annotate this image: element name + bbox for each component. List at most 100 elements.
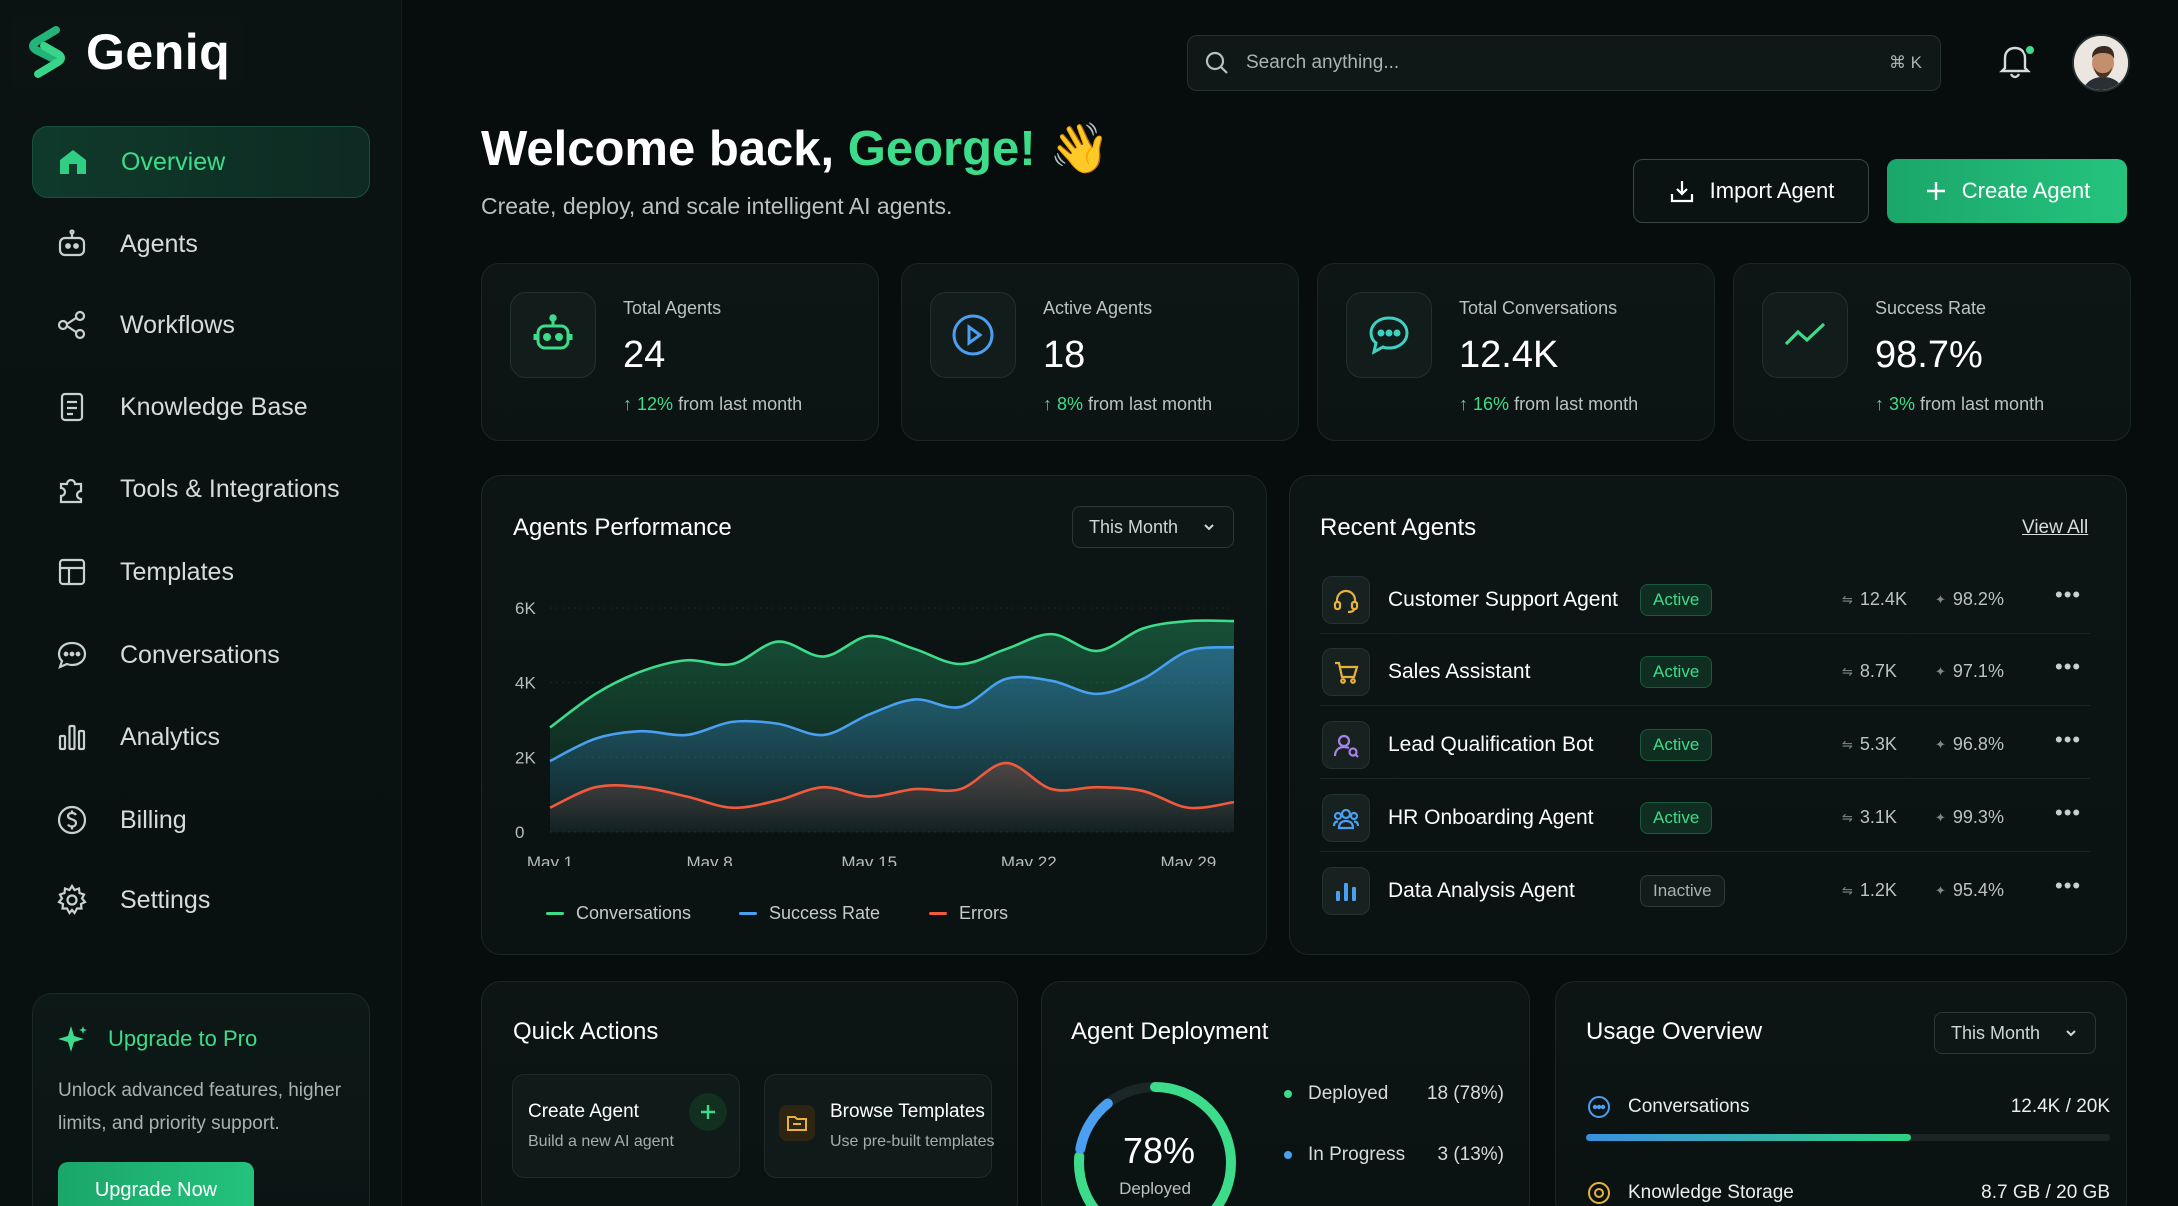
import-icon: [1670, 181, 1693, 203]
agent-conversations: ⇋ 1.2K: [1842, 880, 1897, 901]
agent-row[interactable]: Sales Assistant Active ⇋ 8.7K ✦ 97.1% •••: [1320, 634, 2090, 706]
sidebar-item-analytics[interactable]: Analytics: [32, 701, 370, 773]
series-success-rate-line: [549, 645, 1235, 763]
legend-swatch: [546, 912, 564, 915]
agent-success-rate: ✦ 99.3%: [1935, 807, 2004, 828]
workflow-icon: [54, 307, 90, 343]
conversations-value: 3.1K: [1859, 807, 1897, 827]
deployment-item-label: In Progress: [1308, 1144, 1406, 1165]
sidebar-item-agents[interactable]: Agents: [32, 208, 370, 280]
stat-delta-value: 3%: [1889, 394, 1916, 414]
view-all-link[interactable]: View All: [2022, 517, 2089, 538]
agent-name: Data Analysis Agent: [1388, 879, 1575, 902]
agent-success-rate: ✦ 95.4%: [1935, 880, 2004, 901]
usage-total: 20K: [2076, 1096, 2110, 1117]
puzzle-icon: [54, 471, 90, 507]
more-options-icon[interactable]: •••: [2055, 873, 2082, 898]
database-icon: [1588, 1182, 1610, 1204]
status-badge: Active: [1640, 656, 1713, 688]
agent-conversations: ⇋ 12.4K: [1842, 589, 1907, 610]
quick-actions-panel: Quick Actions Create Agent Build a new A…: [481, 981, 1018, 1206]
sidebar: Geniq Overview Agents Workflows Knowledg…: [0, 0, 402, 1206]
conversations-icon: ⇋: [1842, 809, 1853, 825]
sparkle-icon: [58, 1026, 87, 1052]
usage-label: Knowledge Storage: [1628, 1182, 1794, 1203]
robot-icon: [510, 292, 596, 378]
deployment-item-label: Deployed: [1308, 1083, 1389, 1104]
robot-icon: [54, 226, 90, 262]
create-agent-button[interactable]: Create Agent: [1887, 159, 2127, 223]
sidebar-item-workflows[interactable]: Workflows: [32, 289, 370, 361]
sidebar-item-label: Overview: [121, 147, 226, 176]
import-agent-button[interactable]: Import Agent: [1633, 159, 1869, 223]
stat-label: Active Agents: [1043, 298, 1153, 318]
donut-progress-arc: [1074, 1081, 1236, 1206]
deployment-item-in-progress: In Progress 3 (13%): [1284, 1144, 1504, 1166]
sidebar-item-conversations[interactable]: Conversations: [32, 619, 370, 691]
series-conversations-line: [549, 619, 1235, 729]
notifications-button[interactable]: [1996, 40, 2040, 86]
sidebar-item-billing[interactable]: Billing: [32, 784, 370, 856]
avatar[interactable]: [2072, 34, 2130, 92]
quick-action-browse-templates[interactable]: Browse Templates Use pre-built templates: [764, 1074, 995, 1178]
deployment-percent: 78%: [1123, 1130, 1196, 1171]
chat-dots-icon: [1588, 1096, 1610, 1118]
conversations-value: 8.7K: [1859, 661, 1897, 681]
usage-range-select[interactable]: This Month: [1934, 1012, 2096, 1054]
sidebar-item-overview[interactable]: Overview: [32, 126, 370, 198]
y-tick-label: 4K: [515, 674, 536, 693]
x-tick-label: May 29: [1161, 853, 1217, 866]
more-options-icon[interactable]: •••: [2055, 654, 2082, 679]
stat-delta-suffix: from last month: [678, 394, 803, 414]
agent-row[interactable]: HR Onboarding Agent Active ⇋ 3.1K ✦ 99.3% …: [1320, 780, 2090, 852]
status-dot: [1284, 1090, 1292, 1098]
sidebar-item-templates[interactable]: Templates: [32, 536, 370, 608]
sidebar-item-knowledge-base[interactable]: Knowledge Base: [32, 371, 370, 443]
more-options-icon[interactable]: •••: [2055, 800, 2082, 825]
rate-value: 98.2%: [1952, 589, 2004, 609]
upgrade-now-button[interactable]: Upgrade Now: [58, 1162, 254, 1206]
agent-row[interactable]: Customer Support Agent Active ⇋ 12.4K ✦ 98…: [1320, 562, 2090, 634]
legend-label: Errors: [959, 903, 1008, 923]
search-bar[interactable]: ⌘ K: [1187, 35, 1941, 91]
more-options-icon[interactable]: •••: [2055, 582, 2082, 607]
stat-delta: ↑ 8% from last month: [1043, 394, 1212, 415]
rate-icon: ✦: [1935, 882, 1946, 898]
usage-overview-panel: Usage Overview This Month Conversations …: [1555, 981, 2127, 1206]
users-icon: [1322, 794, 1370, 842]
range-label: This Month: [1089, 516, 1179, 537]
conversations-value: 1.2K: [1859, 880, 1897, 900]
sidebar-item-settings[interactable]: Settings: [32, 864, 370, 936]
rate-icon: ✦: [1935, 809, 1946, 825]
stat-card-total-conversations: Total Conversations 12.4K ↑ 16% from las…: [1317, 263, 1715, 441]
agent-row[interactable]: Data Analysis Agent Inactive ⇋ 1.2K ✦ 95.4…: [1320, 853, 2090, 925]
search-input[interactable]: [1246, 52, 1866, 74]
series-errors-area: [550, 762, 1234, 832]
chat-icon: [54, 637, 90, 673]
conversations-icon: ⇋: [1842, 736, 1853, 752]
agent-name: Customer Support Agent: [1388, 588, 1618, 611]
sidebar-item-tools-integrations[interactable]: Tools & Integrations: [32, 453, 370, 525]
y-tick-label: 2K: [515, 748, 536, 767]
upgrade-card: Upgrade to Pro Unlock advanced features,…: [32, 993, 370, 1206]
stat-value: 12.4K: [1459, 334, 1559, 376]
quick-action-create-agent[interactable]: Create Agent Build a new AI agent: [512, 1074, 740, 1178]
gear-icon: [54, 882, 90, 918]
agent-row[interactable]: Lead Qualification Bot Active ⇋ 5.3K ✦ 96.…: [1320, 707, 2090, 779]
stat-card-active-agents: Active Agents 18 ↑ 8% from last month: [901, 263, 1299, 441]
rate-icon: ✦: [1935, 736, 1946, 752]
app-logo[interactable]: Geniq: [12, 16, 242, 88]
rate-value: 99.3%: [1952, 807, 2004, 827]
performance-range-select[interactable]: This Month: [1072, 506, 1234, 548]
plus-icon: [1926, 182, 1945, 200]
arrow-up-icon: ↑: [1875, 394, 1890, 414]
x-tick-label: May 22: [1001, 853, 1057, 866]
stat-label: Total Conversations: [1459, 298, 1618, 318]
quick-action-subtitle: Build a new AI agent: [528, 1133, 674, 1150]
import-agent-label: Import Agent: [1709, 178, 1835, 203]
agents-performance-panel: Agents Performance This Month 0 2K 4K 6K May…: [481, 475, 1267, 955]
legend-errors: Errors: [929, 903, 1008, 924]
user-search-icon: [1322, 721, 1370, 769]
more-options-icon[interactable]: •••: [2055, 727, 2082, 752]
x-tick-label: May 8: [686, 853, 732, 866]
